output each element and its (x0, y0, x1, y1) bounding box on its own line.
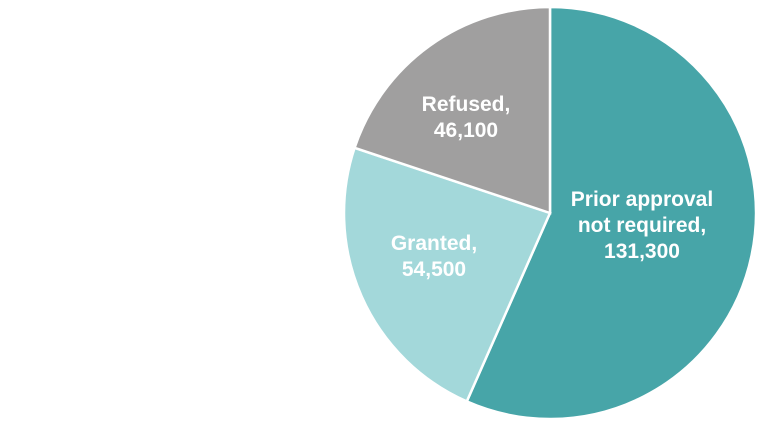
slice-label: Granted, 54,500 (374, 231, 494, 283)
value-label: 131,300 (604, 240, 680, 263)
category-label: Granted, (390, 232, 478, 255)
value-label: 46,100 (433, 119, 499, 142)
pie-slice (342, 146, 552, 404)
pie-slice (352, 5, 552, 215)
slice-label: Prior approval not required, 131,300 (552, 187, 732, 265)
value-label: 54,500 (401, 258, 467, 281)
category-label: Refused, (421, 93, 511, 116)
category-label: Prior approval not required, (570, 188, 714, 237)
pie-slice (465, 5, 758, 421)
slice-label: Refused, 46,100 (406, 92, 526, 144)
